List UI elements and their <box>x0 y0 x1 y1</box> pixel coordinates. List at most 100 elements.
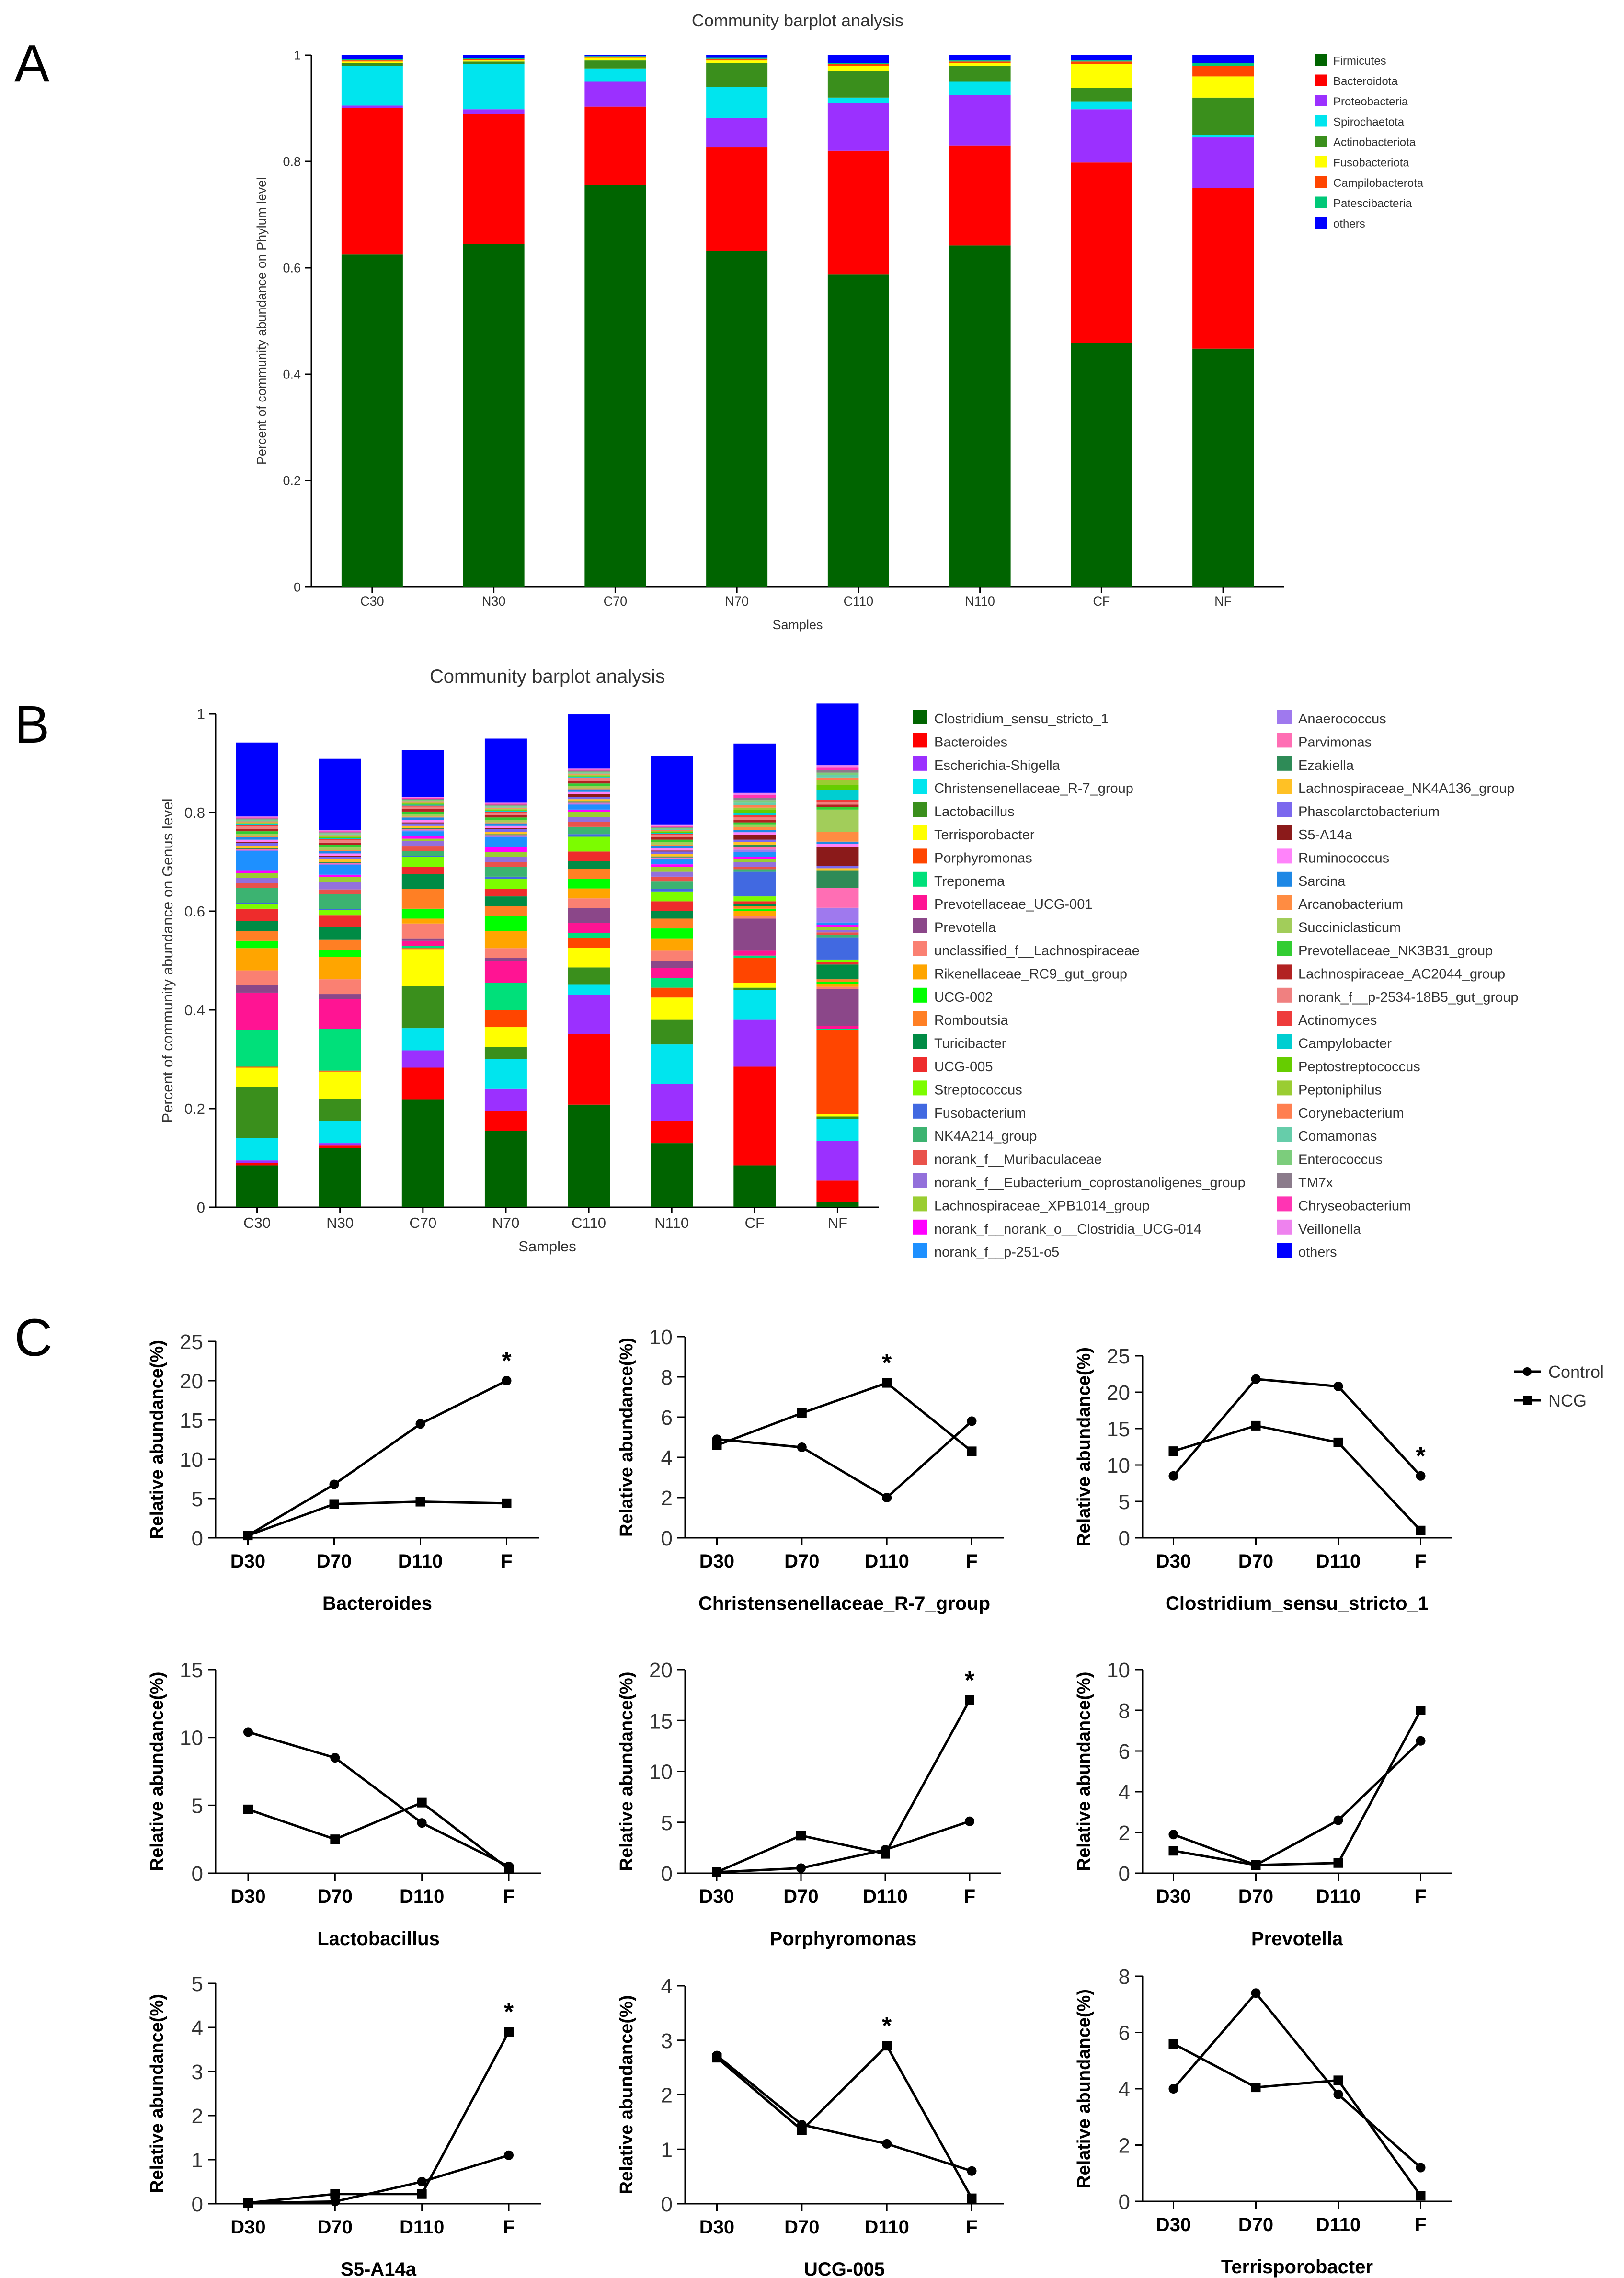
legend-label: norank_f__norank_o__Clostridia_UCG-014 <box>934 1222 1201 1237</box>
bar-segment-christensenellaceae-r-7-group <box>568 984 610 995</box>
x-tick-label-d70: D70 <box>784 2217 819 2238</box>
legend-swatch <box>913 1011 927 1026</box>
legend-swatch <box>1315 156 1327 168</box>
legend-label: Phascolarctobacterium <box>1298 804 1440 820</box>
x-tick-label-d70: D70 <box>318 1886 353 1907</box>
y-tick-label: 8 <box>1119 1965 1130 1989</box>
bar-segment-firmicutes <box>1071 343 1132 587</box>
legend-label: Romboutsia <box>934 1013 1009 1028</box>
bar-segment-turicibacter <box>568 861 610 869</box>
bar-segment-terrisporobacter <box>236 1067 278 1087</box>
bar-segment-streptococcus <box>651 891 693 902</box>
bar-segment-patescibacteria <box>827 63 889 64</box>
panel-label-b: B <box>14 695 49 754</box>
bar-segment-fusobacterium <box>319 909 361 910</box>
bar-segment-phascolarctobacterium <box>319 857 361 859</box>
bar-segment-veillonella <box>484 802 527 804</box>
series-line-ncg <box>247 1500 507 1537</box>
bar-segment-norank-f-p-2534-18b5-gut-group <box>568 778 610 781</box>
legend-swatch <box>1277 825 1292 840</box>
bar-segment-lachnospiraceae-ac2044-group <box>651 837 693 840</box>
bar-segment-ucg-005 <box>733 901 776 904</box>
legend-swatch <box>913 825 927 840</box>
bar-segment-succiniclasticum <box>733 824 776 827</box>
bar-segment-norank-f-norank-o-clostridia-ucg-014 <box>816 925 859 927</box>
bar-segment-norank-f-norank-o-clostridia-ucg-014 <box>319 874 361 877</box>
bar-segment-fusobacterium <box>484 876 527 880</box>
bar-segment-norank-f-muribaculaceae <box>816 932 859 935</box>
bar-segment-lactobacillus <box>568 967 610 985</box>
y-tick-label: 0.6 <box>184 903 205 920</box>
series-line-control <box>716 1820 970 1874</box>
bar-segment-lactobacillus <box>816 1116 859 1119</box>
bar-segment-prevotellaceae-ucg-001 <box>568 923 610 933</box>
x-tick-label-c70: C70 <box>409 1214 436 1231</box>
bar-segment-arcanobacterium <box>816 832 859 842</box>
x-tick-label-c110: C110 <box>844 594 874 608</box>
legend-label: Ruminococcus <box>1298 850 1389 866</box>
bar-segment-bacteroidota <box>1192 188 1254 349</box>
legend-swatch <box>1277 802 1292 817</box>
bar-segment-porphyromonas <box>401 948 444 950</box>
data-point-control <box>417 2177 427 2186</box>
bar-segment-parvimonas <box>236 849 278 850</box>
bar-segment-sarcina <box>401 817 444 820</box>
bar-segment-peptostreptococcus <box>733 810 776 813</box>
bar-segment-arcanobacterium <box>236 836 278 837</box>
bar-segment-romboutsia <box>319 939 361 950</box>
y-tick-label: 0.2 <box>283 473 301 488</box>
legend-label: Chryseobacterium <box>1298 1198 1411 1213</box>
bar-segment-norank-f-muribaculaceae <box>568 822 610 827</box>
legend-swatch <box>1315 176 1327 188</box>
bar-segment-actinobacteriota <box>584 60 646 69</box>
bar-segment-chryseobacterium <box>401 798 444 799</box>
legend-swatch <box>1277 848 1292 864</box>
bar-segment-others <box>484 738 527 803</box>
y-tick-label: 6 <box>661 1406 673 1430</box>
legend-label: NK4A214_group <box>934 1129 1037 1144</box>
bar-segment-veillonella <box>319 830 361 832</box>
y-tick-label: 2 <box>661 2084 673 2107</box>
data-point-ncg <box>417 1797 427 1808</box>
bar-segment-lachnospiraceae-nk4a136-group <box>319 859 361 862</box>
legend-swatch <box>913 895 927 910</box>
legend-swatch <box>913 1103 927 1119</box>
y-tick-label: 0 <box>1119 2190 1130 2214</box>
data-point-control <box>1333 1381 1343 1391</box>
x-tick-label-d30: D30 <box>699 1886 734 1907</box>
bar-segment-others <box>651 756 693 825</box>
bar-segment-escherichia-shigella <box>733 1019 776 1067</box>
bar-segment-rikenellaceae-rc9-gut-group <box>733 911 776 916</box>
x-tick-label-d110: D110 <box>864 2217 909 2238</box>
bar-segment-prevotellaceae-nk3b31-group <box>484 817 527 820</box>
legend-label-control: Control <box>1548 1362 1604 1382</box>
bar-segment-comamonas <box>816 775 859 778</box>
bar-segment-rikenellaceae-rc9-gut-group <box>651 938 693 951</box>
legend-label: Veillonella <box>1298 1222 1361 1237</box>
legend-label: Rikenellaceae_RC9_gut_group <box>934 966 1127 982</box>
data-point-ncg <box>712 1867 721 1877</box>
bar-segment-lachnospiraceae-nk4a136-group <box>401 825 444 828</box>
legend-swatch <box>1315 115 1327 127</box>
bar-segment-firmicutes <box>463 244 525 587</box>
y-tick-label: 25 <box>1107 1345 1130 1368</box>
y-tick-label: 2 <box>1119 1821 1130 1845</box>
bar-segment-parvimonas <box>733 847 776 850</box>
legend-label: Escherichia-Shigella <box>934 758 1061 773</box>
bar-segment-lachnospiraceae-nk4a136-group <box>816 868 859 871</box>
bar-segment-lactobacillus <box>319 1099 361 1121</box>
phylum-barplot: Community barplot analysis 0 0.2 0.4 0.6 0.8 1… <box>254 11 1424 632</box>
legend-swatch <box>913 1034 927 1049</box>
x-tick-label-c30: C30 <box>360 594 384 608</box>
bar-segment-peptostreptococcus <box>568 775 610 777</box>
bar-segment-others <box>463 55 525 58</box>
bar-segment-corynebacterium <box>319 835 361 836</box>
legend-label: Prevotellaceae_NK3B31_group <box>1298 943 1493 959</box>
legend-swatch <box>1277 710 1292 724</box>
bar-segment-ezakiella <box>816 870 859 888</box>
bar-segment-others <box>236 742 278 817</box>
data-point-ncg <box>415 1497 425 1507</box>
bar-segment-actinobacteriota <box>706 63 768 87</box>
bar-segment-actinomyces <box>319 839 361 840</box>
y-axis-label: Relative abundance(%) <box>147 1340 167 1539</box>
